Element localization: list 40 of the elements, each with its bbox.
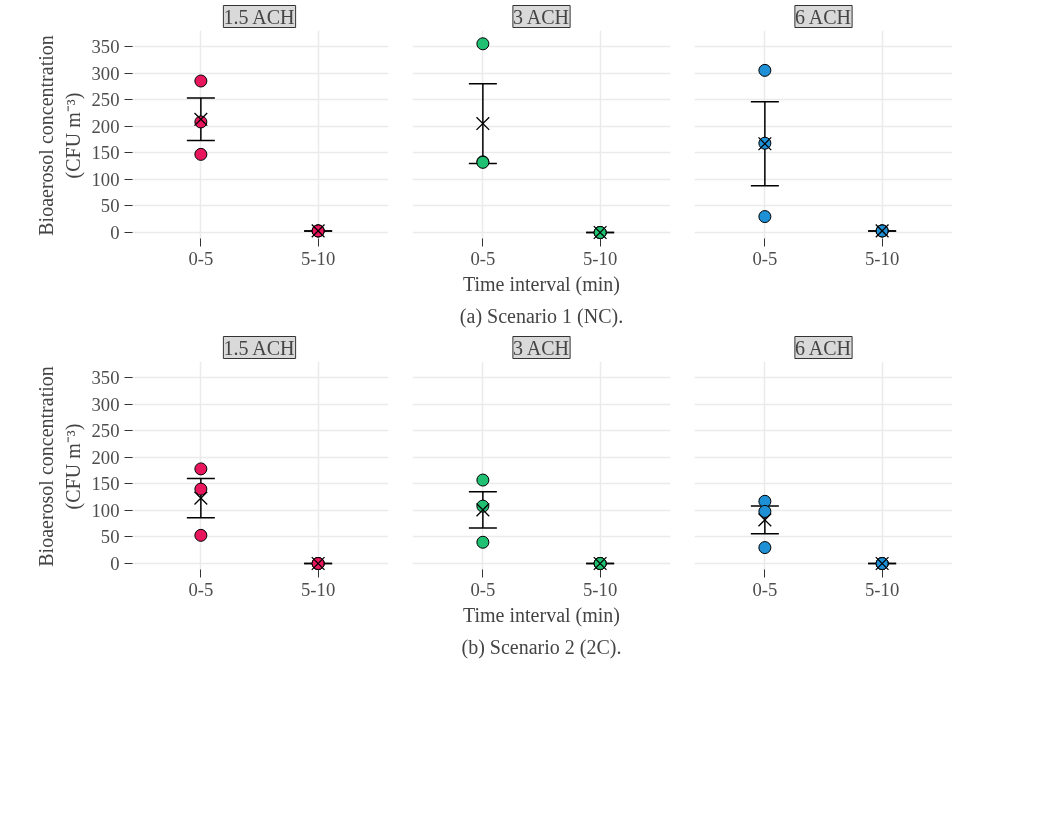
y-tick-label: 0 <box>110 553 120 575</box>
y-tick-label: 200 <box>91 115 120 137</box>
y-tick-label: 150 <box>91 142 120 164</box>
x-tick-label: 5-10 <box>865 247 900 269</box>
x-axis-title: Time interval (min) <box>462 272 621 296</box>
x-tick-label: 5-10 <box>583 578 618 600</box>
y-tick-label: 100 <box>91 168 120 190</box>
x-tick-label: 0-5 <box>188 247 214 269</box>
text: (a) Scenario 1 (NC). <box>459 304 624 328</box>
y-tick-label: 50 <box>100 526 120 548</box>
text: (b) Scenario 2 (2C). <box>461 635 622 659</box>
y-tick-label: 200 <box>91 446 120 468</box>
x-tick-label: 5-10 <box>301 578 336 600</box>
x-tick-label: 5-10 <box>301 247 336 269</box>
chart-title: 6 ACH <box>794 336 852 359</box>
x-axis-title: Time interval (min) <box>462 603 621 627</box>
chart-title: 1.5 ACH <box>223 336 295 359</box>
x-tick-label: 5-10 <box>865 578 900 600</box>
y-tick-label: 50 <box>100 195 120 217</box>
x-tick-label: 5-10 <box>583 247 618 269</box>
chart-title: 3 ACH <box>512 5 570 28</box>
chart-title: 1.5 ACH <box>223 5 295 28</box>
y-tick-label: 300 <box>91 393 120 415</box>
x-tick-label: 0-5 <box>470 247 496 269</box>
y-tick-label: 250 <box>91 89 120 111</box>
x-tick-label: 0-5 <box>752 578 778 600</box>
y-tick-label: 100 <box>91 499 120 521</box>
y-tick-label: 150 <box>91 473 120 495</box>
y-tick-label: 350 <box>91 35 120 57</box>
x-tick-label: 0-5 <box>470 578 496 600</box>
y-tick-label: 300 <box>91 62 120 84</box>
x-tick-label: 0-5 <box>752 247 778 269</box>
y-tick-label: 350 <box>91 366 120 388</box>
y-axis-title: Bioaerosol concentration (CFU m⁻³) <box>35 35 85 236</box>
x-tick-label: 0-5 <box>188 578 214 600</box>
y-tick-label: 250 <box>91 420 120 442</box>
y-tick-label: 0 <box>110 222 120 244</box>
chart-title: 6 ACH <box>794 5 852 28</box>
chart-title: 3 ACH <box>512 336 570 359</box>
y-axis-title: Bioaerosol concentration (CFU m⁻³) <box>35 366 85 567</box>
